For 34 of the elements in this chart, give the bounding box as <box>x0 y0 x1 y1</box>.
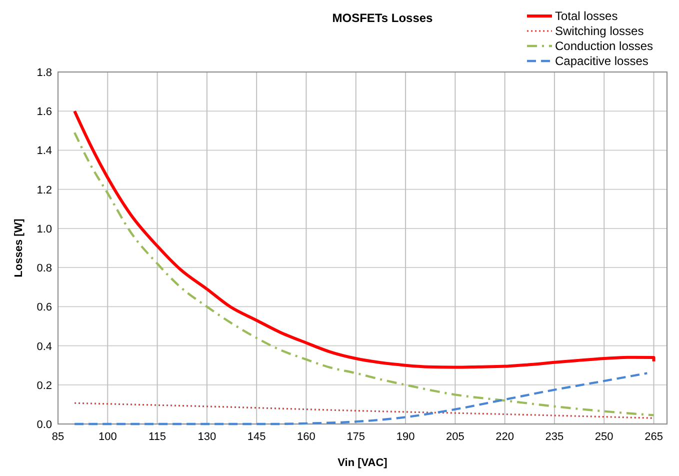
x-tick-label: 265 <box>644 431 663 443</box>
line-series <box>73 132 655 416</box>
y-tick-label: 0.0 <box>36 419 52 431</box>
legend-label: Switching losses <box>555 24 644 38</box>
legend-label: Conduction losses <box>555 39 654 53</box>
y-tick-label: 0.8 <box>36 262 52 275</box>
line-series <box>74 402 655 419</box>
y-tick-label: 1.2 <box>36 184 52 196</box>
x-tick-label: 145 <box>247 431 266 443</box>
x-tick-label: 100 <box>98 431 117 443</box>
x-tick-label: 190 <box>396 431 415 443</box>
x-tick-label: 85 <box>52 431 64 443</box>
x-tick-label: 220 <box>496 431 514 443</box>
y-tick-label: 0.6 <box>36 302 52 314</box>
x-tick-label: 235 <box>545 431 564 443</box>
x-tick-label: 250 <box>594 431 614 443</box>
x-tick-label: 175 <box>346 431 366 443</box>
x-tick-label: 130 <box>198 431 216 443</box>
x-tick-label: 160 <box>297 431 316 443</box>
x-axis-title: Vin [VAC] <box>338 457 388 469</box>
chart-title: MOSFETs Losses <box>332 11 434 25</box>
y-tick-label: 1.4 <box>36 145 52 158</box>
y-tick-label: 0.2 <box>36 380 52 392</box>
legend-label: Total losses <box>555 9 618 23</box>
y-tick-label: 0.4 <box>36 340 52 353</box>
line-series <box>73 110 656 369</box>
x-tick-label: 115 <box>148 431 166 443</box>
x-tick-label: 205 <box>446 431 464 443</box>
y-tick-label: 1.0 <box>36 223 52 236</box>
y-axis-title: Losses [W] <box>13 218 25 278</box>
line-series <box>73 372 648 426</box>
y-tick-label: 1.8 <box>36 67 52 79</box>
legend-label: Capacitive losses <box>555 54 648 68</box>
y-tick-label: 1.6 <box>36 106 52 118</box>
